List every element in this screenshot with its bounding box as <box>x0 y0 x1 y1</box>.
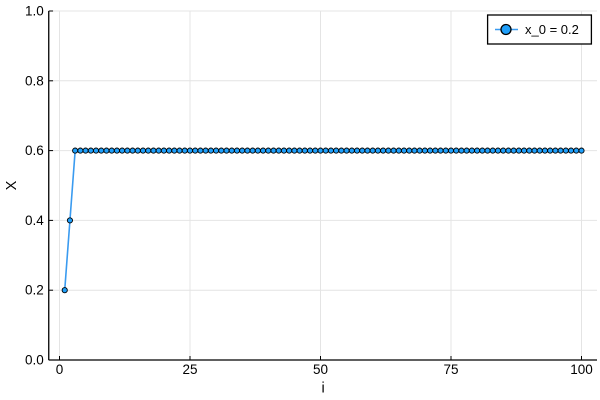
svg-text:50: 50 <box>313 362 328 377</box>
svg-text:i: i <box>321 381 324 397</box>
svg-text:0.0: 0.0 <box>25 353 44 368</box>
svg-text:0: 0 <box>56 362 64 377</box>
svg-text:0.6: 0.6 <box>25 143 44 158</box>
svg-text:x_0 = 0.2: x_0 = 0.2 <box>525 22 579 37</box>
svg-text:0.4: 0.4 <box>25 213 44 228</box>
svg-text:25: 25 <box>182 362 197 377</box>
svg-text:0.2: 0.2 <box>25 283 44 298</box>
svg-text:1.0: 1.0 <box>25 4 44 19</box>
svg-text:100: 100 <box>570 362 593 377</box>
svg-text:0.8: 0.8 <box>25 73 44 88</box>
svg-text:75: 75 <box>443 362 458 377</box>
svg-text:X: X <box>4 180 20 190</box>
